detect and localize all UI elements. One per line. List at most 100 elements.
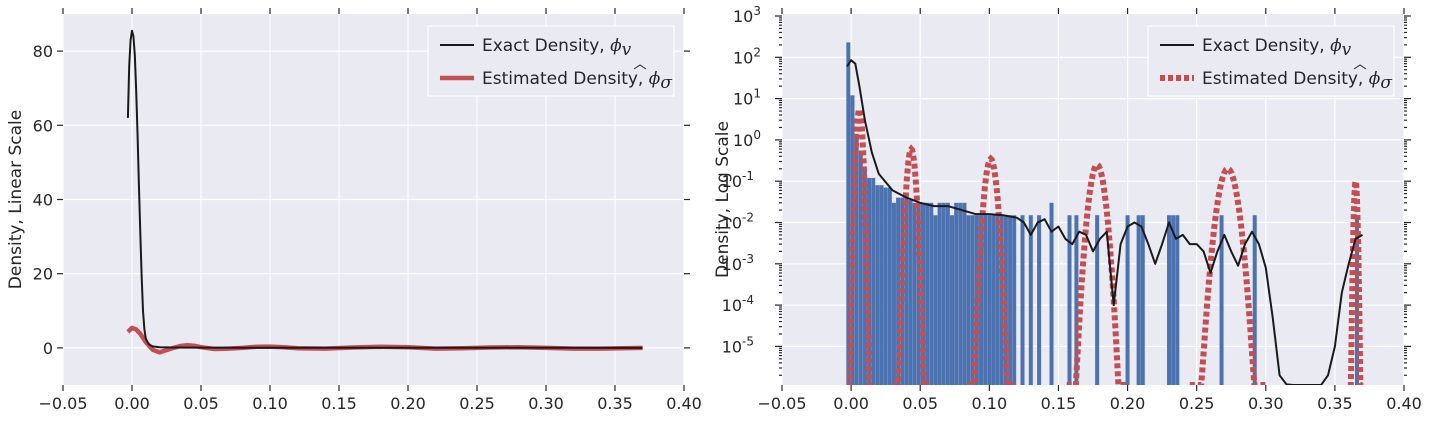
y-tick-base: 10 xyxy=(733,7,753,26)
histogram-bar xyxy=(1028,215,1033,385)
y-tick-exponent: 2 xyxy=(753,45,761,59)
y-tick-exponent: 3 xyxy=(753,4,761,18)
legend-label-symbol: ϕ xyxy=(610,36,622,56)
y-tick-label: 10-2 xyxy=(722,211,754,233)
histogram-bar xyxy=(1171,215,1176,385)
histogram-bar xyxy=(950,215,955,385)
x-tick-label: 0.00 xyxy=(114,394,150,413)
x-tick-label: 0.25 xyxy=(1179,394,1215,413)
histogram-bar xyxy=(1095,215,1100,385)
histogram-bar xyxy=(1219,215,1224,385)
y-tick-label: 10-4 xyxy=(722,293,754,315)
histogram-bar xyxy=(904,197,909,385)
x-tick-label: 0.30 xyxy=(1248,394,1284,413)
y-tick-exponent: -1 xyxy=(742,169,754,183)
legend-label-symbol: ϕ xyxy=(1369,69,1381,89)
x-tick-label: 0.05 xyxy=(183,394,219,413)
y-tick-label: 103 xyxy=(733,4,761,26)
y-tick-base: 10 xyxy=(733,90,753,109)
x-tick-label: 0.35 xyxy=(1317,394,1353,413)
histogram-bar xyxy=(925,202,930,385)
y-tick-label: 40 xyxy=(33,191,53,210)
legend-label: Exact Density, ϕv xyxy=(482,36,632,60)
y-axis-label: Density, Linear Scale xyxy=(6,110,26,289)
x-tick-label: 0.15 xyxy=(1041,394,1077,413)
legend-frame xyxy=(427,25,675,97)
histogram-bar xyxy=(1008,215,1013,385)
x-tick-label: 0.10 xyxy=(972,394,1008,413)
histogram-bar xyxy=(962,202,967,385)
legend-label-subscript: v xyxy=(622,40,632,60)
y-tick-base: 10 xyxy=(722,172,742,191)
y-tick-exponent: -4 xyxy=(742,293,754,307)
histogram-bar xyxy=(1049,202,1054,385)
y-tick-label: 102 xyxy=(733,45,761,67)
estimated-density-segment xyxy=(1066,161,1128,385)
legend-label-subscript: v xyxy=(1342,40,1352,60)
x-tick-label: 0.00 xyxy=(833,394,869,413)
histogram-bar xyxy=(1252,215,1257,385)
histogram-bar xyxy=(937,202,942,385)
histogram-bar xyxy=(970,215,975,385)
x-tick-label: 0.10 xyxy=(252,394,288,413)
histogram-bar xyxy=(912,202,917,385)
x-tick-label: 0.05 xyxy=(902,394,938,413)
legend-label-text: Estimated Density, xyxy=(482,69,649,89)
histogram-bar xyxy=(941,202,946,385)
estimated-density-segment xyxy=(1347,170,1364,385)
y-tick-base: 10 xyxy=(733,131,753,150)
y-tick-exponent: 0 xyxy=(753,128,761,142)
estimated-density-segment xyxy=(1189,165,1266,385)
x-tick-label: −0.05 xyxy=(38,394,87,413)
x-tick-label: 0.20 xyxy=(1110,394,1146,413)
x-tick-label: −0.05 xyxy=(757,394,806,413)
y-axis-label: Density, Log Scale xyxy=(713,121,733,278)
histogram-bar xyxy=(991,215,996,385)
histogram-bar xyxy=(954,202,959,385)
legend-label-subscript: σ xyxy=(660,73,672,93)
histogram-bar xyxy=(1136,215,1141,385)
histogram-bar xyxy=(896,197,901,385)
log-scale-chart: −0.05 0.00 0.05 0.10 0.15 0.20 0.25 0.30 0.35 0.4… xyxy=(713,4,1422,413)
histogram-bar xyxy=(983,215,988,385)
y-tick-label: 100 xyxy=(733,128,761,150)
y-tick-base: 10 xyxy=(722,296,742,315)
histogram-bar xyxy=(1355,215,1360,385)
linear-scale-chart: −0.05 0.00 0.05 0.10 0.15 0.20 0.25 0.30 0.35 0.4… xyxy=(6,8,702,413)
histogram-bar xyxy=(879,185,884,385)
histogram-bar xyxy=(1012,215,1017,385)
y-tick-exponent: 1 xyxy=(753,87,761,101)
y-tick-base: 10 xyxy=(722,337,742,356)
legend-label-symbol: ϕ xyxy=(1330,36,1342,56)
estimated-density-segment xyxy=(967,154,1015,385)
x-tick-label: 0.40 xyxy=(666,394,702,413)
histogram-bar xyxy=(908,200,913,385)
exact-density-line xyxy=(846,59,1364,385)
histogram-bar xyxy=(995,215,1000,385)
histogram-bar xyxy=(1167,215,1172,385)
histogram-bar xyxy=(933,215,938,385)
legend-hat-accent xyxy=(633,64,647,70)
histogram-bar xyxy=(1074,215,1079,385)
y-tick-base: 10 xyxy=(722,255,742,274)
histogram-bar xyxy=(987,215,992,385)
y-tick-label: 101 xyxy=(733,87,761,109)
legend-label-text: Estimated Density, xyxy=(1202,69,1369,89)
histogram-bar xyxy=(979,215,984,385)
x-tick-label: 0.25 xyxy=(459,394,495,413)
histogram-bar xyxy=(854,133,859,385)
legend-label-subscript: σ xyxy=(1380,73,1392,93)
histogram-bar xyxy=(891,202,896,385)
histogram-bar xyxy=(1037,215,1042,385)
histogram-bar xyxy=(1125,215,1130,385)
y-tick-label: 20 xyxy=(33,265,53,284)
histogram-bar xyxy=(1140,215,1145,385)
legend-label-text: Exact Density, xyxy=(482,36,610,56)
histogram-bar xyxy=(966,215,971,385)
x-tick-label: 0.40 xyxy=(1386,394,1422,413)
x-tick-label: 0.30 xyxy=(528,394,564,413)
histogram-bar xyxy=(945,202,950,385)
y-tick-exponent: -5 xyxy=(742,334,754,348)
